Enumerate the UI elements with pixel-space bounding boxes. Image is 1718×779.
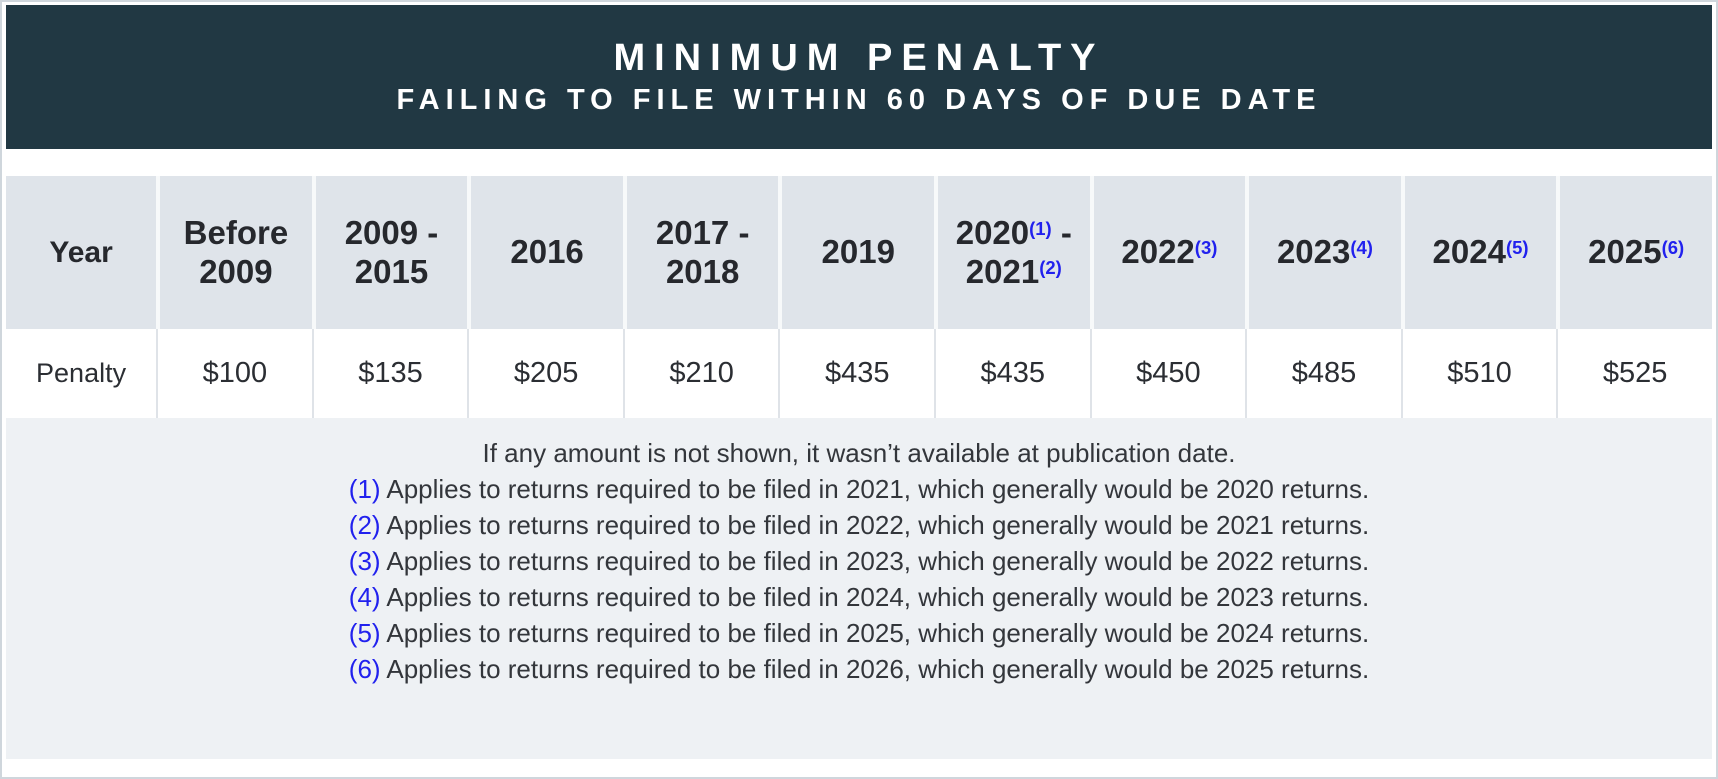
footnote-intro: If any amount is not shown, it wasn’t av… <box>482 438 1236 468</box>
banner-subtitle: FAILING TO FILE WITHIN 60 DAYS OF DUE DA… <box>396 84 1322 116</box>
column-header-2023: 2023(4) <box>1245 176 1401 329</box>
header-line1: Before <box>183 213 289 251</box>
footnote-2-ref: (2) <box>348 510 381 540</box>
header-line1: 2020 <box>955 213 1030 251</box>
column-header-year: Year <box>6 176 157 329</box>
column-header-2024: 2024(5) <box>1400 176 1557 329</box>
penalty-row: Penalty $100 $135 $205 $210 $435 $435 $4… <box>6 329 1712 418</box>
footnote-ref-1: (1) <box>1029 217 1052 239</box>
footnote-1-ref: (1) <box>348 474 381 504</box>
penalty-cell-2025: $525 <box>1556 329 1712 418</box>
header-line1: 2017 - <box>655 213 750 251</box>
column-header-2020-2021: 2020(1) - 2021(2) <box>934 176 1090 329</box>
column-header-before-2009: Before 2009 <box>156 176 312 329</box>
penalty-cell-2009-2015: $135 <box>311 329 468 418</box>
penalty-cell-2020-2021: $435 <box>934 329 1090 418</box>
header-line1: 2009 - <box>344 213 439 251</box>
footnote-1: (1) Applies to returns required to be fi… <box>6 471 1712 507</box>
header-line1: 2019 <box>821 233 895 271</box>
footnote-3-ref: (3) <box>348 546 381 576</box>
penalty-cell-2023: $485 <box>1245 329 1401 418</box>
header-line1: 2024 <box>1432 233 1506 271</box>
footnote-ref-3: (3) <box>1194 236 1218 258</box>
footnote-5-ref: (5) <box>348 618 381 648</box>
header-line1: 2025 <box>1588 233 1662 271</box>
footnote-2-text: Applies to returns required to be filed … <box>380 510 1370 540</box>
footnote-6-ref: (6) <box>348 654 381 684</box>
penalty-cell-2016: $205 <box>467 329 623 418</box>
penalty-cell-before-2009: $100 <box>156 329 312 418</box>
header-line2: 2015 <box>354 252 429 290</box>
footnote-ref-2: (2) <box>1039 256 1062 278</box>
column-header-2019: 2019 <box>778 176 935 329</box>
header-dash: - <box>1051 213 1072 251</box>
header-line2: 2009 <box>199 252 273 290</box>
penalty-cell-2024: $510 <box>1400 329 1557 418</box>
header-line1: 2016 <box>510 233 584 271</box>
footnote-2: (2) Applies to returns required to be fi… <box>6 507 1712 543</box>
banner-table-spacer <box>6 149 1712 176</box>
penalty-cell-2022: $450 <box>1089 329 1246 418</box>
footnote-5: (5) Applies to returns required to be fi… <box>6 615 1712 651</box>
column-header-2025: 2025(6) <box>1556 176 1712 329</box>
footnote-6: (6) Applies to returns required to be fi… <box>6 651 1712 687</box>
header-line2: 2018 <box>665 252 740 290</box>
footnote-ref-5: (5) <box>1505 236 1529 258</box>
column-header-2009-2015: 2009 - 2015 <box>311 176 468 329</box>
footnote-6-text: Applies to returns required to be filed … <box>380 654 1370 684</box>
footnote-4: (4) Applies to returns required to be fi… <box>6 579 1712 615</box>
penalty-table: Year Before 2009 2009 - 2015 2016 2017 -… <box>6 176 1712 418</box>
column-header-2017-2018: 2017 - 2018 <box>622 176 779 329</box>
column-header-2022: 2022(3) <box>1089 176 1246 329</box>
footnote-4-text: Applies to returns required to be filed … <box>380 582 1370 612</box>
penalty-cell-2017-2018: $210 <box>622 329 779 418</box>
footnote-3: (3) Applies to returns required to be fi… <box>6 543 1712 579</box>
footnotes-section: If any amount is not shown, it wasn’t av… <box>6 418 1712 759</box>
footnote-4-ref: (4) <box>348 582 381 612</box>
column-header-2016: 2016 <box>467 176 623 329</box>
header-line1: 2023 <box>1276 233 1351 271</box>
penalty-cell-2019: $435 <box>778 329 935 418</box>
table-header-row: Year Before 2009 2009 - 2015 2016 2017 -… <box>6 176 1712 329</box>
footnote-5-text: Applies to returns required to be filed … <box>380 618 1370 648</box>
title-banner: MINIMUM PENALTY FAILING TO FILE WITHIN 6… <box>6 5 1712 149</box>
header-line1: 2022 <box>1121 233 1195 271</box>
footnote-ref-6: (6) <box>1661 236 1685 258</box>
penalty-row-label: Penalty <box>6 329 157 418</box>
footnote-3-text: Applies to returns required to be filed … <box>380 546 1370 576</box>
footnote-1-text: Applies to returns required to be filed … <box>380 474 1370 504</box>
header-line2: 2021 <box>965 252 1040 290</box>
footnote-ref-4: (4) <box>1350 236 1373 258</box>
banner-title: MINIMUM PENALTY <box>613 37 1105 79</box>
